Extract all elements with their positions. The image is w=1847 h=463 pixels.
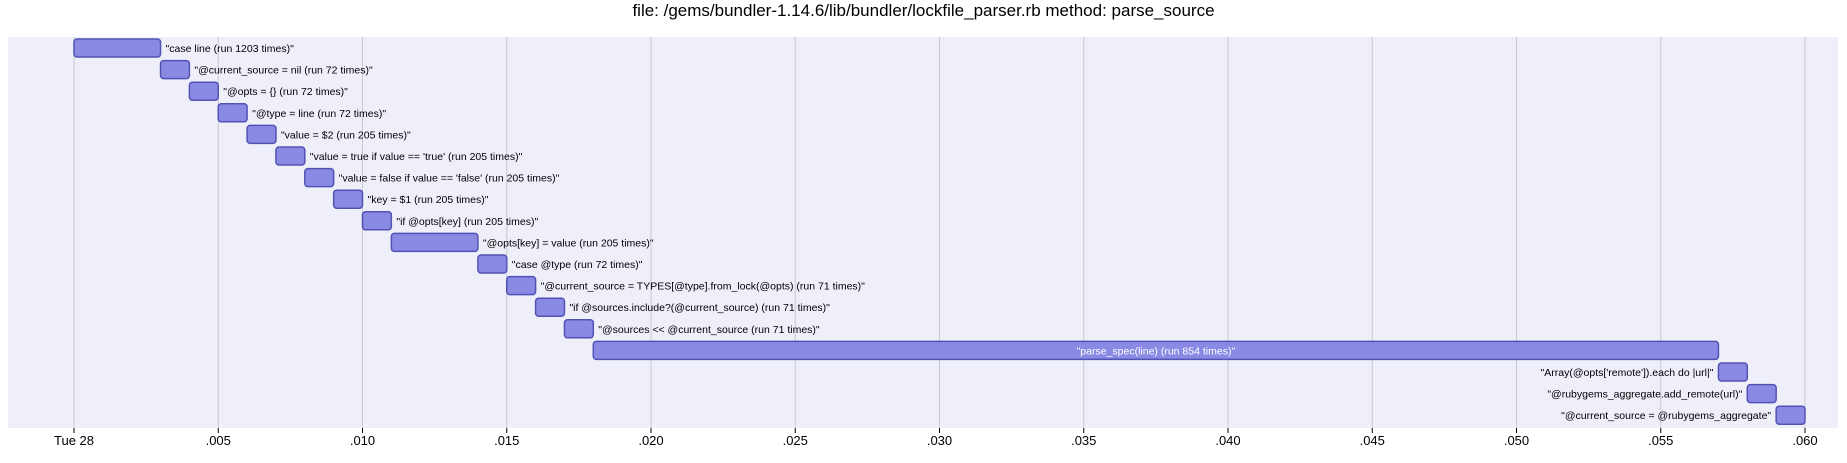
x-tick-label: .045	[1360, 433, 1385, 448]
plot-background	[8, 37, 1838, 428]
task-bar	[1775, 405, 1806, 425]
task-label: "value = false if value == 'false' (run …	[339, 173, 560, 185]
x-tick-label: .015	[494, 433, 519, 448]
task-label: "value = true if value == 'true' (run 20…	[310, 151, 523, 163]
task-bar	[304, 167, 335, 188]
task-bar	[1746, 383, 1777, 404]
task-label: "parse_spec(line) (run 854 times)"	[1077, 345, 1236, 357]
task-label: "@rubygems_aggregate.add_remote(url)"	[1547, 389, 1742, 401]
task-label: "@type = line (run 72 times)"	[252, 108, 386, 120]
task-bar	[477, 254, 508, 274]
task-label: "if @sources.include?(@current_source) (…	[569, 302, 830, 314]
chart-title: file: /gems/bundler-1.14.6/lib/bundler/l…	[632, 1, 1215, 20]
task-label: "@sources << @current_source (run 71 tim…	[598, 324, 820, 336]
x-tick-label: .020	[638, 433, 663, 448]
task-label: "case @type (run 72 times)"	[512, 259, 643, 271]
x-tick-label: .025	[783, 433, 808, 448]
task-bar	[159, 59, 191, 80]
task-label: "case line (run 1203 times)"	[166, 43, 295, 55]
task-bar	[332, 189, 364, 209]
task-bar	[275, 146, 306, 166]
x-tick-label: .010	[350, 433, 375, 448]
task-bar	[188, 81, 219, 101]
task-bar	[563, 319, 595, 339]
task-label: "Array(@opts['remote']).each do |url|"	[1541, 367, 1714, 379]
task-bar	[592, 340, 1720, 361]
task-label: "@current_source = @rubygems_aggregate"	[1561, 410, 1771, 422]
task-label: "@current_source = nil (run 72 times)"	[194, 65, 373, 77]
x-tick-label: .050	[1504, 433, 1529, 448]
task-label: "key = $1 (run 205 times)"	[368, 194, 489, 206]
task-bar	[73, 38, 162, 58]
x-tick-label: .030	[927, 433, 952, 448]
x-axis: Tue 28 .005 .010 .015 .020 .025 .030 .035 .040 .0…	[54, 428, 1818, 448]
task-bars	[73, 38, 1806, 425]
task-label: "@opts = {} (run 72 times)"	[223, 86, 348, 98]
x-tick-label: .060	[1792, 433, 1817, 448]
x-tick-label: .005	[206, 433, 231, 448]
task-bar	[534, 297, 566, 317]
grid-lines	[73, 37, 1806, 428]
task-label: "value = $2 (run 205 times)"	[281, 129, 411, 141]
task-label: "@current_source = TYPES[@type].from_loc…	[541, 281, 866, 293]
x-tick-label: Tue 28	[54, 433, 94, 448]
task-bar	[1717, 362, 1749, 382]
task-bar	[390, 232, 479, 253]
task-labels: "case line (run 1203 times)" "@current_so…	[166, 43, 1772, 422]
task-bar	[506, 275, 537, 296]
task-bar	[246, 124, 277, 145]
task-label: "@opts[key] = value (run 205 times)"	[483, 237, 654, 249]
task-label: "if @opts[key] (run 205 times)"	[396, 216, 538, 228]
task-bar	[361, 211, 393, 231]
x-tick-label: .035	[1071, 433, 1096, 448]
task-bar	[217, 103, 248, 123]
x-tick-label: .055	[1648, 433, 1673, 448]
x-tick-label: .040	[1215, 433, 1240, 448]
